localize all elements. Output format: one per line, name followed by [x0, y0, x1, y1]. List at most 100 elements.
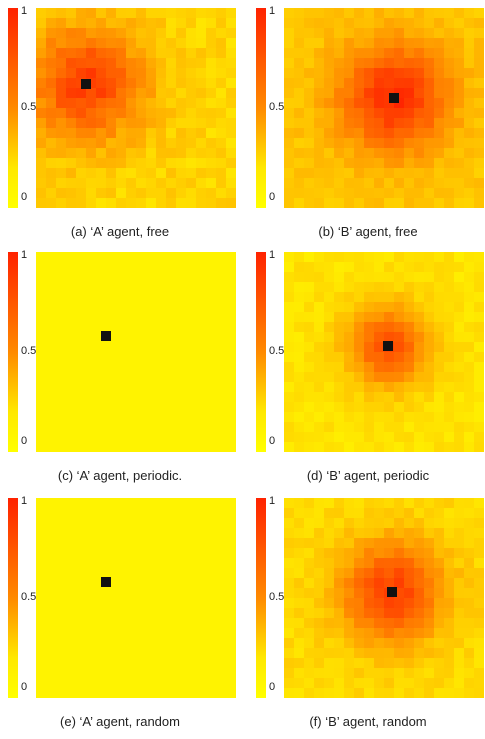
heatmap-cell	[196, 628, 207, 639]
heatmap-cell	[196, 382, 207, 393]
heatmap-cell	[344, 598, 355, 609]
heatmap-cell	[454, 598, 465, 609]
heatmap-cell	[314, 518, 325, 529]
heatmap-cell	[304, 578, 315, 589]
heatmap-cell	[394, 158, 405, 169]
heatmap-cell	[444, 8, 455, 19]
heatmap-cell	[146, 98, 157, 109]
heatmap-cell	[354, 508, 365, 519]
heatmap-cell	[474, 518, 484, 529]
heatmap-cell	[354, 442, 365, 452]
heatmap-cell	[66, 658, 77, 669]
heatmap-cell	[324, 78, 335, 89]
heatmap-c	[36, 252, 236, 452]
heatmap-cell	[116, 18, 127, 29]
heatmap-cell	[226, 28, 236, 39]
heatmap-cell	[284, 262, 295, 273]
heatmap-cell	[454, 382, 465, 393]
heatmap-cell	[216, 128, 227, 139]
heatmap-cell	[344, 668, 355, 679]
heatmap-cell	[344, 108, 355, 119]
heatmap-cell	[136, 68, 147, 79]
heatmap-cell	[96, 88, 107, 99]
heatmap-cell	[364, 252, 375, 263]
heatmap-cell	[116, 158, 127, 169]
heatmap-cell	[354, 272, 365, 283]
heatmap-cell	[364, 442, 375, 452]
heatmap-cell	[404, 148, 415, 159]
heatmap-cell	[56, 78, 67, 89]
heatmap-cell	[404, 138, 415, 149]
heatmap-cell	[226, 422, 236, 433]
colorbar-tick-max: 1	[21, 249, 28, 261]
heatmap-cell	[404, 688, 415, 698]
heatmap-cell	[414, 372, 425, 383]
heatmap-cell	[156, 568, 167, 579]
heatmap-cell	[444, 648, 455, 659]
heatmap-cell	[454, 558, 465, 569]
heatmap-cell	[66, 412, 77, 423]
heatmap-cell	[86, 392, 97, 403]
heatmap-cell	[294, 518, 305, 529]
heatmap-cell	[196, 498, 207, 509]
heatmap-cell	[136, 272, 147, 283]
heatmap-cell	[434, 598, 445, 609]
heatmap-cell	[136, 528, 147, 539]
heatmap-cell	[304, 252, 315, 263]
heatmap-cell	[166, 638, 177, 649]
heatmap-cell	[434, 332, 445, 343]
heatmap-cell	[454, 28, 465, 39]
heatmap-cell	[46, 292, 57, 303]
heatmap-cell	[76, 98, 87, 109]
heatmap-cell	[324, 528, 335, 539]
heatmap-cell	[66, 118, 77, 129]
heatmap-cell	[76, 518, 87, 529]
heatmap-cell	[146, 372, 157, 383]
heatmap-cell	[474, 618, 484, 629]
heatmap-cell	[454, 148, 465, 159]
heatmap-cell	[384, 312, 395, 323]
heatmap-cell	[474, 128, 484, 139]
heatmap-cell	[324, 498, 335, 509]
heatmap-cell	[206, 598, 217, 609]
heatmap-cell	[344, 362, 355, 373]
heatmap-cell	[434, 312, 445, 323]
heatmap-cell	[176, 168, 187, 179]
heatmap-cell	[454, 322, 465, 333]
heatmap-cell	[324, 558, 335, 569]
heatmap-cell	[374, 8, 385, 19]
heatmap-cell	[424, 312, 435, 323]
heatmap-cell	[156, 302, 167, 313]
heatmap-cell	[116, 78, 127, 89]
heatmap-cell	[374, 302, 385, 313]
heatmap-cell	[206, 98, 217, 109]
heatmap-cell	[216, 648, 227, 659]
heatmap-cell	[454, 18, 465, 29]
heatmap-cell	[156, 628, 167, 639]
heatmap-cell	[46, 538, 57, 549]
heatmap-cell	[186, 332, 197, 343]
heatmap-cell	[314, 68, 325, 79]
heatmap-cell	[146, 48, 157, 59]
heatmap-cell	[216, 618, 227, 629]
heatmap-cell	[344, 332, 355, 343]
heatmap-cell	[334, 638, 345, 649]
heatmap-cell	[116, 262, 127, 273]
heatmap-cell	[444, 282, 455, 293]
heatmap-cell	[354, 322, 365, 333]
heatmap-cell	[324, 392, 335, 403]
heatmap-cell	[304, 342, 315, 353]
heatmap-cell	[444, 302, 455, 313]
heatmap-cell	[304, 648, 315, 659]
heatmap-cell	[146, 18, 157, 29]
heatmap-cell	[206, 108, 217, 119]
heatmap-cell	[334, 8, 345, 19]
heatmap-cell	[324, 8, 335, 19]
heatmap-cell	[304, 608, 315, 619]
heatmap-cell	[226, 138, 236, 149]
heatmap-cell	[186, 628, 197, 639]
heatmap-cell	[166, 8, 177, 19]
heatmap-cell	[344, 518, 355, 529]
heatmap-cell	[106, 178, 117, 189]
heatmap-cell	[324, 302, 335, 313]
